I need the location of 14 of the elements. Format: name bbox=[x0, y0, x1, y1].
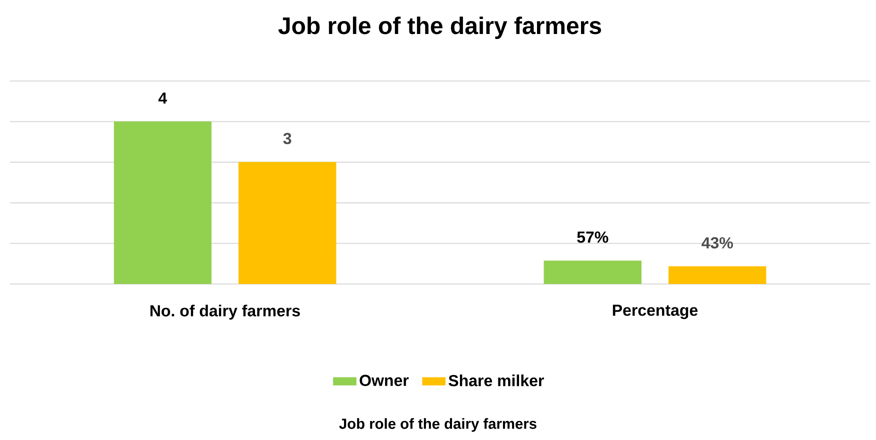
bar bbox=[238, 162, 336, 284]
data-label: 3 bbox=[283, 132, 292, 144]
data-label: 57% bbox=[577, 232, 608, 243]
x-tick-label: No. of dairy farmers bbox=[150, 304, 300, 320]
text: Job role of the dairy farmers bbox=[339, 418, 536, 432]
bar bbox=[544, 260, 642, 284]
x-tick-label: Percentage bbox=[612, 304, 698, 320]
chart-title: Job role of the dairy farmers bbox=[278, 16, 602, 39]
data-label: 4 bbox=[158, 92, 168, 104]
legend-label: Owner bbox=[360, 374, 409, 386]
bar bbox=[114, 121, 212, 284]
data-label: 43% bbox=[702, 237, 733, 249]
legend-label: Share milker bbox=[448, 374, 544, 386]
bar bbox=[668, 266, 766, 284]
